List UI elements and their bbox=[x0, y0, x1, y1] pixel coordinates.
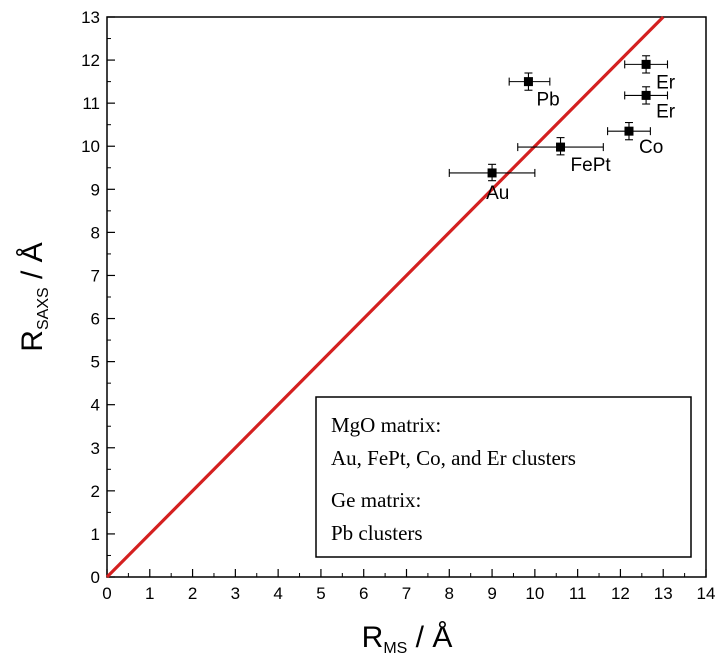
legend-line-3: Ge matrix: bbox=[331, 488, 421, 512]
y-tick-label: 0 bbox=[91, 568, 100, 587]
y-tick-label: 11 bbox=[82, 94, 100, 113]
data-point-label: Co bbox=[639, 137, 663, 158]
x-tick-label: 4 bbox=[273, 584, 282, 603]
data-points: Au FePt Pb Co Er Er bbox=[448, 55, 676, 204]
legend-box: MgO matrix: Au, FePt, Co, and Er cluster… bbox=[315, 396, 692, 558]
data-point-group: Er bbox=[624, 86, 676, 122]
x-tick-label: 9 bbox=[487, 584, 496, 603]
data-point-group: Pb bbox=[508, 72, 560, 111]
data-point-marker bbox=[523, 77, 533, 87]
data-point-marker bbox=[641, 59, 651, 69]
data-point-label: Au bbox=[486, 183, 509, 204]
data-point-label: Er bbox=[656, 101, 676, 122]
reference-line-group bbox=[105, 15, 665, 579]
reference-line bbox=[105, 15, 665, 579]
x-tick-label: 6 bbox=[359, 584, 368, 603]
data-point-group: FePt bbox=[517, 137, 612, 176]
data-point-label: Pb bbox=[536, 90, 559, 111]
y-tick-label: 8 bbox=[91, 223, 100, 242]
data-point-label: FePt bbox=[571, 155, 612, 176]
x-tick-label: 8 bbox=[445, 584, 454, 603]
y-tick-label: 5 bbox=[91, 353, 100, 372]
y-tick-label: 9 bbox=[91, 180, 100, 199]
y-tick-label: 2 bbox=[91, 482, 100, 501]
data-point-group: Au bbox=[448, 163, 536, 204]
x-tick-label: 5 bbox=[316, 584, 325, 603]
data-point-marker bbox=[556, 142, 566, 152]
x-tick-label: 14 bbox=[697, 584, 716, 603]
x-tick-label: 7 bbox=[402, 584, 411, 603]
y-tick-label: 1 bbox=[91, 525, 100, 544]
y-tick-label: 12 bbox=[81, 51, 100, 70]
legend-line-4: Pb clusters bbox=[331, 521, 423, 545]
legend-frame bbox=[315, 396, 692, 558]
y-tick-label: 10 bbox=[81, 137, 100, 156]
y-axis-title: RSAXS / Å bbox=[16, 242, 52, 351]
x-tick-label: 3 bbox=[231, 584, 240, 603]
y-tick-label: 6 bbox=[91, 310, 100, 329]
x-tick-label: 13 bbox=[654, 584, 673, 603]
data-point-group: Co bbox=[607, 121, 663, 158]
data-point-marker bbox=[487, 168, 497, 178]
y-tick-label: 7 bbox=[91, 266, 100, 285]
x-tick-label: 0 bbox=[102, 584, 111, 603]
x-axis-title: RMS / Å bbox=[362, 621, 453, 657]
legend-line-1: MgO matrix: bbox=[331, 413, 441, 437]
data-point-group: Er bbox=[624, 55, 676, 93]
data-point-marker bbox=[641, 90, 651, 100]
data-point-marker bbox=[624, 126, 634, 136]
data-point-label: Er bbox=[656, 72, 676, 93]
y-tick-label: 4 bbox=[91, 396, 100, 415]
y-tick-label: 3 bbox=[91, 439, 100, 458]
x-tick-label: 2 bbox=[188, 584, 197, 603]
x-tick-label: 11 bbox=[569, 584, 587, 603]
y-tick-label: 13 bbox=[81, 8, 100, 27]
legend-line-2: Au, FePt, Co, and Er clusters bbox=[331, 446, 576, 470]
x-tick-label: 1 bbox=[145, 584, 154, 603]
x-tick-label: 10 bbox=[525, 584, 544, 603]
x-tick-label: 12 bbox=[611, 584, 630, 603]
